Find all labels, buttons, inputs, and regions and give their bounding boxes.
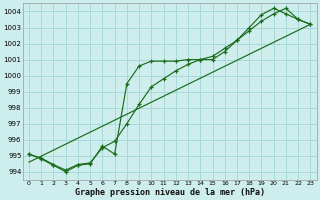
X-axis label: Graphe pression niveau de la mer (hPa): Graphe pression niveau de la mer (hPa) [75,188,265,197]
